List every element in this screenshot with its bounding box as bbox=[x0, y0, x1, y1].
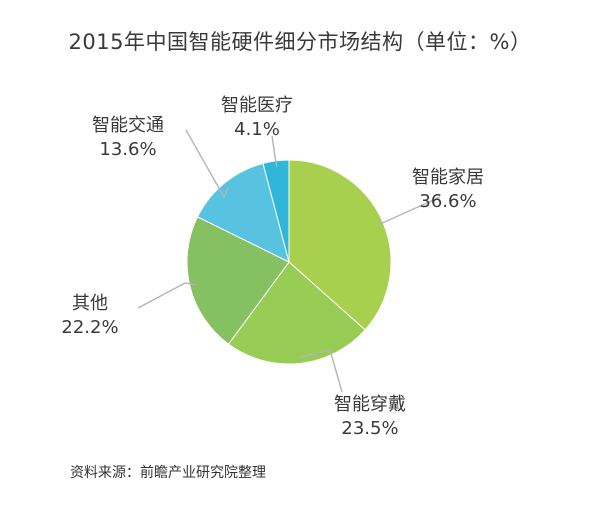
pie-slice-4 bbox=[196, 162, 290, 263]
pie-slice-1 bbox=[288, 159, 392, 331]
pie-slices bbox=[186, 159, 392, 365]
source-note: 资料来源：前瞻产业研究院整理 bbox=[70, 465, 266, 481]
leader-line-4 bbox=[185, 129, 229, 199]
slice-label-4: 智能交通 bbox=[92, 115, 164, 136]
slice-label-1: 智能家居 bbox=[412, 167, 484, 188]
chart-title: 2015年中国智能硬件细分市场结构（单位：%） bbox=[68, 30, 532, 54]
slice-labels: 智能家居 36.6% 智能穿戴 23.5% 其他 22.2% 智能交通 13.6% 智能医疗 4.… bbox=[61, 95, 484, 439]
pie-slice-2 bbox=[227, 261, 366, 365]
leader-line-3 bbox=[137, 282, 196, 309]
slice-value-2: 23.5% bbox=[341, 418, 398, 439]
leader-line-5 bbox=[271, 135, 278, 167]
slice-value-1: 36.6% bbox=[419, 191, 476, 212]
slice-value-4: 13.6% bbox=[99, 139, 156, 160]
leader-line-2 bbox=[298, 349, 343, 393]
pie-slice-3 bbox=[186, 216, 290, 345]
slice-value-5: 4.1% bbox=[234, 119, 280, 140]
slice-label-2: 智能穿戴 bbox=[334, 394, 406, 415]
slice-value-3: 22.2% bbox=[61, 317, 118, 338]
slice-label-5: 智能医疗 bbox=[221, 95, 293, 116]
leader-lines bbox=[137, 129, 441, 393]
slice-label-3: 其他 bbox=[72, 293, 108, 314]
leader-line-1 bbox=[376, 196, 441, 226]
